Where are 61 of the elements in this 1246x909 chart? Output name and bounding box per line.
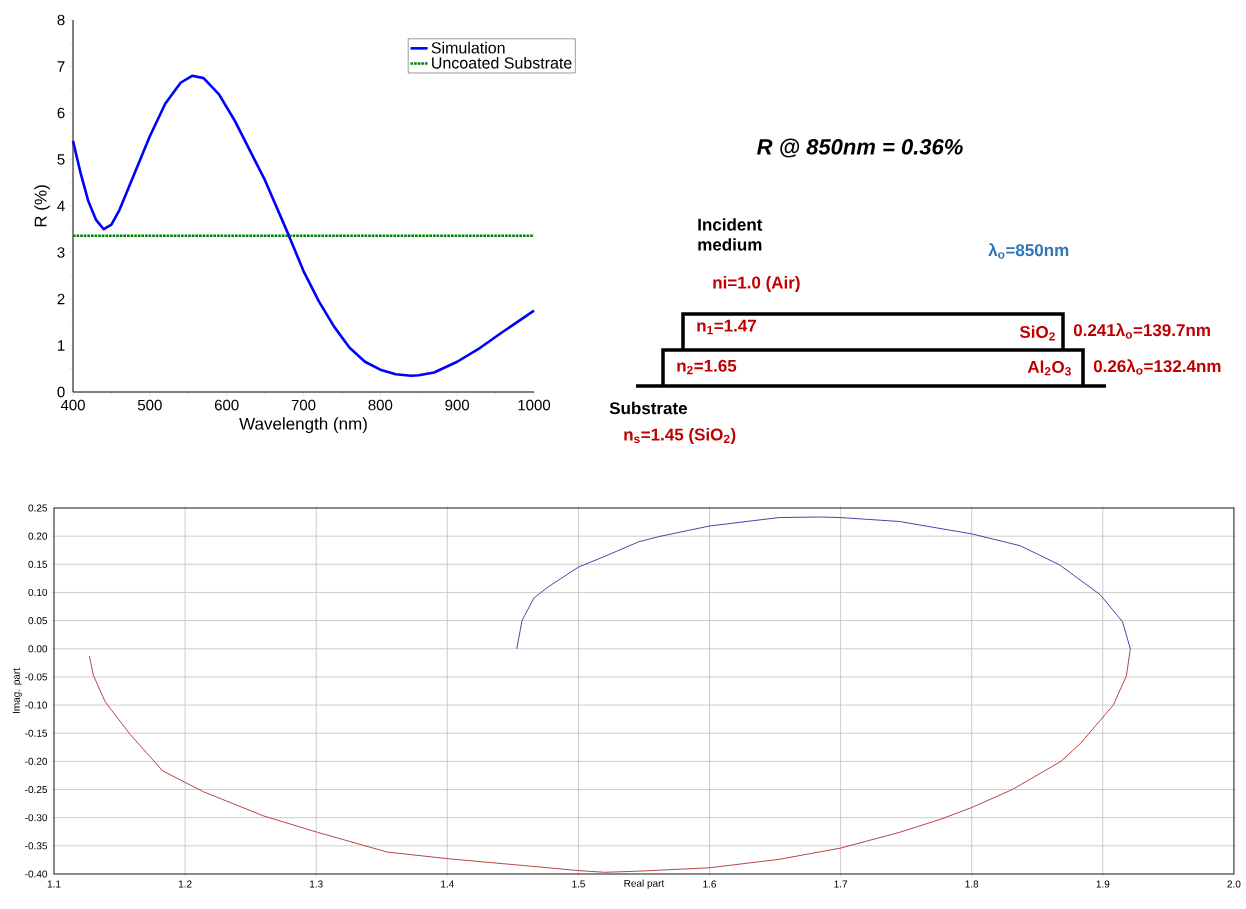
x-tick-label: 500 <box>137 399 162 411</box>
text: n$_{1}$=1.47 <box>697 319 756 335</box>
text: SiO$_{2}$ <box>1019 325 1055 341</box>
y-tick-label: 0.05 <box>28 617 48 625</box>
y-tick-label: 0.10 <box>28 588 48 596</box>
y-tick-label: 6 <box>57 107 65 119</box>
text: n$_{s}$=1.45 (SiO$_{2}$) <box>624 428 736 444</box>
x-tick-label: 1.3 <box>310 880 323 888</box>
text: ni=1.0 (Air) <box>713 276 800 292</box>
x-tick-label: 400 <box>60 399 85 411</box>
text: 0.26λ$_{o}$=132.4nm <box>1093 359 1221 375</box>
x-tick-label: 1.2 <box>178 880 192 888</box>
y-axis-title: R (%) <box>34 185 50 227</box>
y-tick-label: -0.10 <box>25 701 48 709</box>
y-tick-label: -0.40 <box>25 870 48 878</box>
text: λ$_{o}$=850nm <box>988 243 1069 259</box>
text: n$_{2}$=1.65 <box>677 359 737 375</box>
legend-label: Simulation <box>431 41 505 54</box>
x-axis-title: Wavelength (nm) <box>239 417 367 434</box>
y-tick-label: -0.30 <box>25 814 48 822</box>
x-tick-label: 1000 <box>518 399 551 411</box>
y-tick-label: -0.35 <box>25 842 48 850</box>
y-tick-label: -0.15 <box>25 729 48 737</box>
y-tick-label: -0.05 <box>25 673 48 681</box>
text: R @ 850nm = 0.36% <box>757 138 963 158</box>
y-tick-label: -0.25 <box>25 785 48 794</box>
text: Al$_{2}$O$_{3}$ <box>1027 360 1071 376</box>
x-tick-label: 1.5 <box>572 880 585 888</box>
legend-label: Uncoated Substrate <box>432 56 572 69</box>
y-tick-label: 1 <box>58 340 65 351</box>
y-tick-label: 0.15 <box>28 560 48 568</box>
x-tick-label: 900 <box>445 399 470 411</box>
line-series <box>71 74 536 378</box>
y-tick-label: 4 <box>57 200 65 212</box>
y-tick-label: 0 <box>57 386 65 398</box>
text: 0.241λ$_{o}$=139.7nm <box>1073 323 1210 339</box>
y-tick-label: 5 <box>57 154 65 165</box>
y-tick-label: -0.20 <box>25 757 48 765</box>
x-tick-label: 700 <box>291 399 316 411</box>
y-tick-label: 8 <box>57 14 65 26</box>
text: Incident medium <box>698 218 763 251</box>
y-tick-label: 2 <box>57 293 65 305</box>
line-series <box>516 516 1131 650</box>
x-tick-label: 1.9 <box>1096 880 1110 888</box>
y-tick-label: 0.25 <box>28 504 48 512</box>
text: Substrate <box>609 401 688 415</box>
y-tick-label: 0.20 <box>28 532 48 540</box>
x-tick-label: 1.8 <box>965 880 979 888</box>
y-axis-title: Imag. part <box>12 668 22 714</box>
line-series <box>88 648 1131 873</box>
y-tick-label: 0.00 <box>28 645 48 653</box>
y-tick-label: 7 <box>57 61 65 72</box>
y-tick-label: 3 <box>57 247 65 258</box>
x-tick-label: 1.6 <box>703 880 717 888</box>
x-tick-label: 1.1 <box>47 880 61 888</box>
x-axis-title: Real part <box>624 879 665 889</box>
x-tick-label: 2.0 <box>1227 880 1241 888</box>
x-tick-label: 600 <box>214 399 239 411</box>
x-tick-label: 1.7 <box>834 880 848 888</box>
x-tick-label: 800 <box>368 399 393 411</box>
x-tick-label: 1.4 <box>441 880 454 888</box>
